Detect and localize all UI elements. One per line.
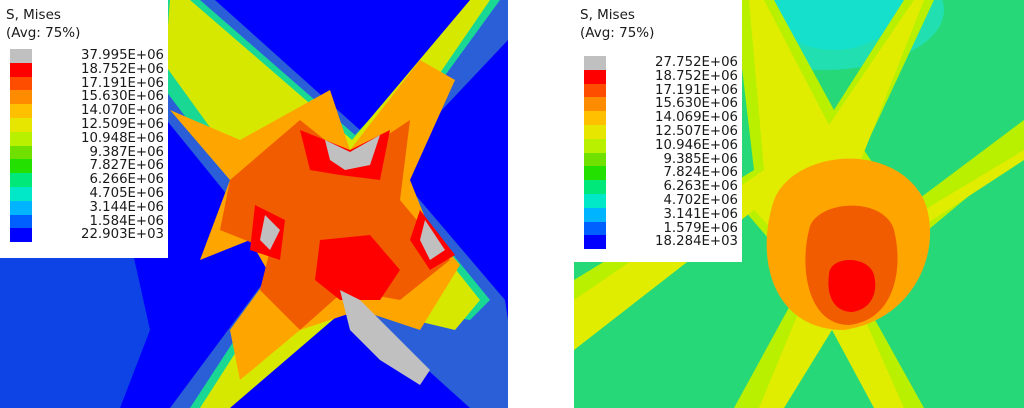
legend-swatch (10, 104, 32, 118)
legend-value: 14.070E+06 (81, 103, 164, 119)
legend-value: 4.702E+06 (663, 192, 738, 208)
left-contour-plot: S, Mises (Avg: 75%) 37.995E+06 18.752E+0… (0, 0, 508, 408)
legend-swatch (584, 221, 606, 236)
legend-value: 4.705E+06 (89, 185, 164, 201)
legend-color-bar (584, 56, 606, 250)
legend-value: 7.824E+06 (663, 165, 738, 181)
left-color-legend: S, Mises (Avg: 75%) 37.995E+06 18.752E+0… (0, 0, 168, 258)
legend-value: 6.263E+06 (663, 179, 738, 195)
legend-swatch (584, 56, 606, 70)
legend-value: 37.995E+06 (81, 48, 164, 63)
legend-swatch (10, 200, 32, 215)
legend-title: S, Mises (Avg: 75%) (580, 7, 655, 41)
legend-value: 9.387E+06 (89, 144, 164, 160)
legend-swatch (10, 159, 32, 174)
legend-value-labels: 37.995E+06 18.752E+06 17.191E+06 15.630E… (34, 49, 164, 242)
legend-swatch (10, 62, 32, 77)
legend-swatch (584, 235, 606, 250)
legend-swatch (584, 138, 606, 153)
legend-value: 17.191E+06 (81, 75, 164, 91)
legend-swatch (584, 180, 606, 194)
legend-swatch (584, 83, 606, 98)
legend-value: 18.752E+06 (81, 61, 164, 77)
legend-value: 17.191E+06 (655, 82, 738, 98)
legend-value: 15.630E+06 (655, 96, 738, 112)
legend-value: 15.630E+06 (81, 89, 164, 105)
left-stress-field (0, 0, 508, 408)
legend-value: 27.752E+06 (655, 55, 738, 70)
legend-color-bar (10, 49, 32, 243)
legend-value-labels: 27.752E+06 18.752E+06 17.191E+06 15.630E… (608, 56, 738, 249)
legend-title: S, Mises (Avg: 75%) (6, 7, 81, 41)
legend-value: 1.579E+06 (663, 220, 738, 236)
legend-swatch (584, 69, 606, 84)
legend-value: 12.509E+06 (81, 116, 164, 132)
legend-value: 3.141E+06 (663, 206, 738, 222)
legend-swatch (584, 124, 606, 139)
legend-swatch (10, 214, 32, 229)
legend-swatch (584, 166, 606, 181)
legend-swatch (10, 131, 32, 146)
legend-swatch (584, 207, 606, 222)
legend-swatch (10, 145, 32, 160)
legend-value: 18.752E+06 (655, 68, 738, 84)
legend-value: 1.584E+06 (89, 213, 164, 229)
legend-swatch (584, 97, 606, 112)
legend-value: 22.903E+03 (81, 227, 164, 243)
legend-value: 7.827E+06 (89, 158, 164, 174)
legend-swatch (10, 173, 32, 187)
legend-swatch (584, 193, 606, 208)
legend-swatch (10, 90, 32, 105)
legend-value: 18.284E+03 (655, 234, 738, 250)
legend-value: 10.948E+06 (81, 130, 164, 146)
legend-swatch (10, 117, 32, 132)
legend-swatch (10, 228, 32, 243)
legend-swatch (10, 76, 32, 91)
legend-value: 14.069E+06 (655, 110, 738, 126)
legend-swatch (584, 152, 606, 167)
legend-swatch (10, 49, 32, 63)
legend-value: 12.507E+06 (655, 123, 738, 139)
legend-swatch (10, 186, 32, 201)
legend-value: 9.385E+06 (663, 151, 738, 167)
legend-value: 10.946E+06 (655, 137, 738, 153)
right-color-legend: S, Mises (Avg: 75%) 27.752E+06 18.752E+0… (574, 0, 742, 262)
legend-value: 3.144E+06 (89, 199, 164, 215)
right-contour-plot: S, Mises (Avg: 75%) 27.752E+06 18.752E+0… (574, 0, 1024, 408)
legend-value: 6.266E+06 (89, 172, 164, 188)
legend-swatch (584, 111, 606, 125)
